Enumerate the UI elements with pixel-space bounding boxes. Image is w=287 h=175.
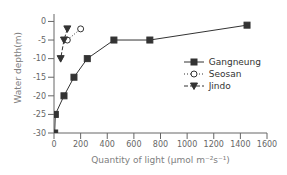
svg-text:1200: 1200 (204, 140, 224, 149)
svg-text:1000: 1000 (177, 140, 197, 149)
svg-text:0: 0 (51, 140, 56, 149)
svg-text:Quantity of light (μmol m⁻²s⁻¹: Quantity of light (μmol m⁻²s⁻¹) (91, 155, 230, 165)
svg-text:1600: 1600 (257, 140, 277, 149)
svg-text:-30: -30 (33, 129, 46, 138)
html-text:Jindo: Jindo (208, 80, 231, 91)
svg-text:-15: -15 (33, 73, 46, 82)
svg-text:-10: -10 (33, 54, 46, 63)
svg-text:200: 200 (73, 140, 88, 149)
svg-text:-5: -5 (38, 36, 46, 45)
svg-text:-20: -20 (33, 92, 46, 101)
svg-text:600: 600 (126, 140, 141, 149)
svg-text:800: 800 (153, 140, 168, 149)
svg-text:400: 400 (100, 140, 115, 149)
svg-text:-25: -25 (33, 110, 46, 119)
html-text:Gangneung: Gangneung (208, 56, 261, 67)
svg-text:0: 0 (41, 17, 46, 26)
svg-text:Water depth(m): Water depth(m) (13, 32, 23, 103)
svg-text:1400: 1400 (230, 140, 250, 149)
html-text:Seosan: Seosan (208, 68, 242, 79)
